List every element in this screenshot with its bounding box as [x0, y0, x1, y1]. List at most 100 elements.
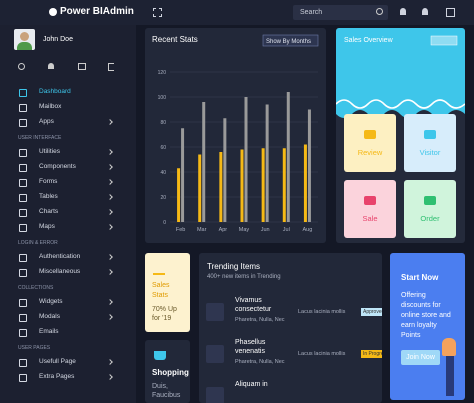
trending-subtitle: 400+ new items in Trending — [207, 274, 281, 280]
y-tick-label: 20 — [160, 195, 166, 201]
item-desc: Lacus lacinia mollis — [298, 309, 346, 315]
tile-icon — [364, 196, 376, 205]
bell-icon[interactable] — [400, 8, 406, 15]
tile[interactable]: Review — [344, 114, 396, 172]
menu-item[interactable]: Components — [39, 163, 76, 170]
y-tick-label: 0 — [163, 220, 166, 226]
menu-item[interactable]: Authentication — [39, 253, 81, 260]
chevron — [107, 359, 113, 365]
bar — [181, 128, 185, 222]
shopping-title: Shopping — [152, 368, 189, 377]
item-name[interactable]: Phasellus venenatis — [235, 339, 266, 355]
menu-icon — [19, 314, 27, 322]
menu-icon — [19, 179, 27, 187]
bar — [223, 118, 227, 222]
sales-stats-text: 70% Up for '19 — [152, 306, 177, 322]
tile[interactable]: Visitor — [404, 114, 456, 172]
bar — [244, 97, 248, 222]
bar — [198, 154, 202, 222]
menu-item[interactable]: Emails — [39, 328, 59, 335]
menu-heading: USER PAGES — [18, 345, 51, 351]
item-name[interactable]: Vivamus consectetur — [235, 297, 272, 313]
settings-icon[interactable] — [446, 8, 455, 17]
y-tick-label: 80 — [160, 120, 166, 126]
x-tick-label: Jun — [261, 227, 270, 233]
menu-item[interactable]: Mailbox — [39, 103, 62, 110]
chevron — [107, 179, 113, 185]
filter-label[interactable]: Show By Months — [266, 39, 311, 45]
chevron — [107, 254, 113, 260]
item-desc: Lacus lacinia mollis — [298, 351, 346, 357]
person-legs — [446, 356, 454, 396]
bar — [307, 109, 311, 222]
menu-icon — [19, 149, 27, 157]
bar — [202, 102, 206, 222]
trending-card: Trending Items 400+ new items in Trendin… — [199, 253, 382, 403]
menu-item[interactable]: Utilities — [39, 148, 60, 155]
chat-icon[interactable] — [78, 63, 86, 70]
menu-icon — [19, 209, 27, 217]
x-tick-label: Aug — [303, 227, 313, 233]
menu-item[interactable]: Maps — [39, 223, 55, 230]
bar — [265, 104, 269, 222]
bell-icon[interactable] — [48, 63, 54, 69]
menu-item[interactable]: Tables — [39, 193, 58, 200]
chevron — [107, 119, 113, 125]
promo-card: Start Now Offering discounts for online … — [390, 253, 465, 400]
bar — [219, 152, 223, 222]
tile-label: Order — [420, 214, 440, 223]
menu-icon — [19, 359, 27, 367]
menu-icon — [19, 104, 27, 112]
tile[interactable]: Order — [404, 180, 456, 238]
shopping-text: Duis, Faucibus — [152, 383, 181, 399]
sales-overview-card: Sales Overview Review Visitor Sale Order — [336, 28, 465, 243]
x-tick-label: Feb — [176, 227, 185, 233]
menu-icon — [19, 89, 27, 97]
y-tick-label: 40 — [160, 170, 166, 176]
item-status: In Progress — [361, 350, 382, 358]
menu-icon — [19, 224, 27, 232]
item-thumb — [206, 303, 224, 321]
y-tick-label: 60 — [160, 145, 166, 151]
x-tick-label: May — [239, 227, 250, 233]
item-name[interactable]: Aliquam in — [235, 381, 268, 388]
menu-icon — [19, 254, 27, 262]
menu-item[interactable]: Miscellaneous — [39, 268, 81, 275]
search-box[interactable]: Search — [293, 5, 388, 20]
menu-item[interactable]: Usefull Page — [39, 358, 76, 365]
tile-label: Sale — [362, 214, 378, 223]
avatar — [14, 29, 35, 50]
menu-heading: USER INTERFACE — [18, 135, 62, 141]
menu-item[interactable]: Modals — [39, 313, 60, 320]
filter-dropdown[interactable] — [262, 34, 319, 47]
chevron — [107, 314, 113, 320]
tile[interactable]: Sale — [344, 180, 396, 238]
chevron — [107, 149, 113, 155]
menu-item[interactable]: Extra Pages — [39, 373, 75, 380]
chevron — [107, 269, 113, 275]
user-icon[interactable] — [422, 8, 428, 15]
join-button[interactable]: Join Now — [401, 350, 440, 365]
menu-item[interactable]: Forms — [39, 178, 58, 185]
recent-stats-card: Recent Stats Show By Months 0 20 40 60 80 100… — [145, 28, 326, 243]
logout-icon[interactable] — [108, 63, 114, 71]
menu-icon — [19, 119, 27, 127]
sales-stats-card: Sales Stats 70% Up for '19 — [145, 253, 190, 332]
menu-item[interactable]: Dashboard — [39, 88, 71, 95]
x-tick-label: Mar — [197, 227, 207, 233]
search-icon[interactable] — [18, 63, 25, 70]
menu-item[interactable]: Apps — [39, 118, 54, 125]
bar — [286, 92, 290, 222]
header: Power BIAdmin Search — [0, 0, 474, 25]
promo-title: Start Now — [401, 273, 439, 282]
fullscreen-icon[interactable] — [153, 8, 162, 17]
chevron — [107, 224, 113, 230]
tile-icon — [424, 130, 436, 139]
sales-overview-bg — [336, 28, 465, 118]
menu-item[interactable]: Charts — [39, 208, 59, 215]
bar — [240, 149, 244, 222]
user-name[interactable]: John Doe — [43, 36, 73, 43]
menu-item[interactable]: Widgets — [39, 298, 63, 305]
menu-icon — [19, 374, 27, 382]
